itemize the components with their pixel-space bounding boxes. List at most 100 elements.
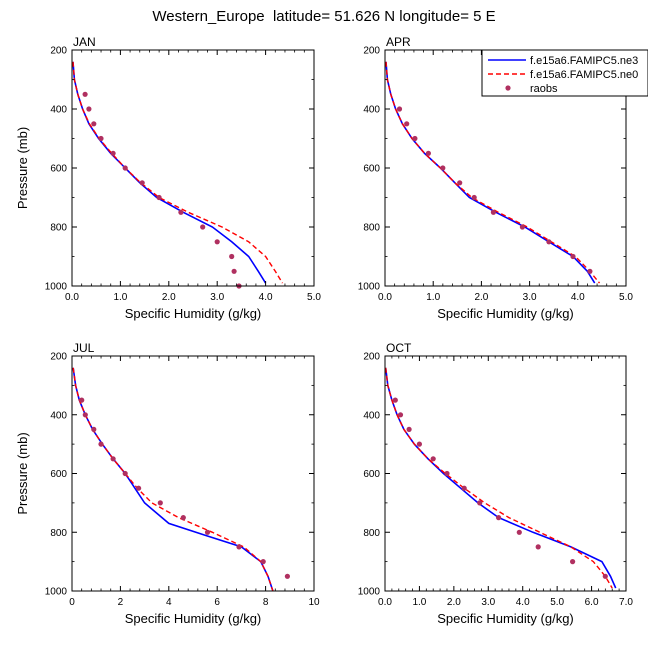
y-tick-label: 1000	[45, 282, 68, 293]
panel-jul: 0 2 4 6 8 10 200 400 600 800 1000 JUL Specific Humid…	[15, 341, 320, 626]
x-axis-label: Specific Humidity (g/kg)	[437, 611, 574, 626]
raobs-point	[516, 529, 522, 535]
raobs-point	[392, 397, 398, 403]
y-tick-label: 600	[50, 469, 67, 480]
x-tick-label: 2.0	[447, 597, 461, 608]
raobs-point	[404, 121, 410, 127]
raobs-point	[139, 180, 145, 186]
x-tick-label: 8	[263, 597, 269, 608]
raobs-point	[79, 397, 85, 403]
raobs-point	[412, 135, 418, 142]
series-line-1	[385, 367, 617, 589]
panel-jan: 0.0 1.0 2.0 3.0 4.0 5.0 200 400 600 800 1000 JAN Spe…	[15, 35, 321, 321]
y-tick-label: 600	[50, 164, 67, 175]
raobs-point	[82, 412, 88, 418]
legend-marker	[505, 85, 511, 91]
panel-oct: 0.0 1.0 2.0 3.0 4.0 5.0 6.0 7.0 200 400 600 800 1000…	[358, 341, 634, 626]
y-tick-label: 1000	[45, 587, 68, 598]
x-tick-label: 0.0	[378, 292, 392, 303]
raobs-point	[136, 485, 142, 491]
y-axis-label: Pressure (mb)	[15, 432, 30, 514]
x-axis-label: Specific Humidity (g/kg)	[437, 306, 574, 321]
raobs-point	[570, 253, 576, 260]
x-tick-label: 2.0	[474, 292, 488, 303]
y-tick-label: 600	[363, 164, 380, 175]
y-tick-label: 400	[50, 105, 67, 116]
raobs-point	[396, 106, 403, 112]
y-tick-label: 600	[363, 469, 380, 480]
y-tick-label: 800	[50, 528, 67, 539]
series-line-2	[72, 367, 274, 591]
raobs-point	[471, 194, 477, 201]
y-tick-label: 400	[363, 410, 380, 421]
raobs-point	[602, 573, 608, 579]
y-tick-label: 400	[50, 410, 67, 421]
raobs-point	[86, 106, 92, 112]
raobs-point	[440, 165, 446, 171]
y-tick-label: 800	[363, 528, 380, 539]
raobs-point	[110, 456, 116, 462]
x-tick-label: 1.0	[412, 597, 426, 608]
x-tick-label: 5.0	[307, 292, 321, 303]
x-tick-label: 0.0	[378, 597, 392, 608]
legend-label: raobs	[530, 83, 558, 95]
raobs-point	[91, 121, 97, 127]
plot-frame	[71, 49, 315, 287]
x-axis-label: Specific Humidity (g/kg)	[125, 611, 262, 626]
raobs-point	[546, 239, 552, 245]
series-line-2	[385, 367, 613, 589]
panel-apr: 0.0 1.0 2.0 3.0 4.0 5.0 200 400 600 800 1000 APR Spe…	[358, 35, 634, 321]
raobs-point	[214, 239, 220, 245]
x-tick-label: 4.0	[571, 292, 585, 303]
series-line-1	[72, 61, 267, 284]
raobs-point	[477, 500, 483, 506]
y-tick-label: 1000	[358, 587, 381, 598]
x-tick-label: 6.0	[585, 597, 599, 608]
x-tick-label: 5.0	[550, 597, 564, 608]
y-tick-label: 1000	[358, 282, 381, 293]
x-tick-label: 1.0	[113, 292, 127, 303]
y-tick-label: 200	[363, 46, 380, 57]
raobs-point	[200, 224, 206, 230]
raobs-point	[122, 470, 128, 477]
y-tick-label: 800	[363, 223, 380, 234]
x-tick-label: 1.0	[426, 292, 440, 303]
y-tick-label: 800	[50, 223, 67, 234]
raobs-point	[570, 559, 576, 565]
panel-label: APR	[386, 35, 411, 49]
raobs-point	[236, 544, 242, 550]
raobs-point	[157, 500, 163, 506]
raobs-point	[82, 91, 88, 97]
panel-label: JUL	[73, 341, 95, 355]
x-tick-label: 2.0	[162, 292, 176, 303]
x-tick-label: 5.0	[619, 292, 633, 303]
raobs-point	[231, 268, 237, 274]
series-line-2	[72, 61, 284, 284]
x-tick-label: 0.0	[65, 292, 79, 303]
x-tick-label: 2	[118, 597, 124, 608]
plot-frame	[71, 355, 315, 592]
raobs-point	[490, 209, 496, 215]
raobs-point	[229, 253, 235, 260]
raobs-point	[496, 515, 502, 521]
raobs-point	[406, 426, 412, 432]
panel-label: JAN	[73, 35, 96, 49]
y-tick-label: 200	[50, 352, 67, 363]
x-axis-label: Specific Humidity (g/kg)	[125, 306, 262, 321]
raobs-point	[535, 544, 541, 550]
legend: f.e15a6.FAMIPC5.ne3 f.e15a6.FAMIPC5.ne0 ra…	[481, 49, 648, 97]
raobs-point	[457, 180, 463, 186]
raobs-point	[110, 150, 116, 156]
x-tick-label: 3.0	[210, 292, 224, 303]
figure-title: Western_Europe latitude= 51.626 N longit…	[152, 8, 496, 25]
raobs-point	[156, 194, 162, 201]
x-tick-label: 6	[214, 597, 220, 608]
raobs-point	[180, 515, 186, 521]
raobs-point	[178, 209, 184, 215]
raobs-point	[260, 559, 266, 565]
raobs-point	[444, 470, 450, 477]
series-line-2	[385, 61, 601, 284]
raobs-point	[425, 150, 431, 156]
